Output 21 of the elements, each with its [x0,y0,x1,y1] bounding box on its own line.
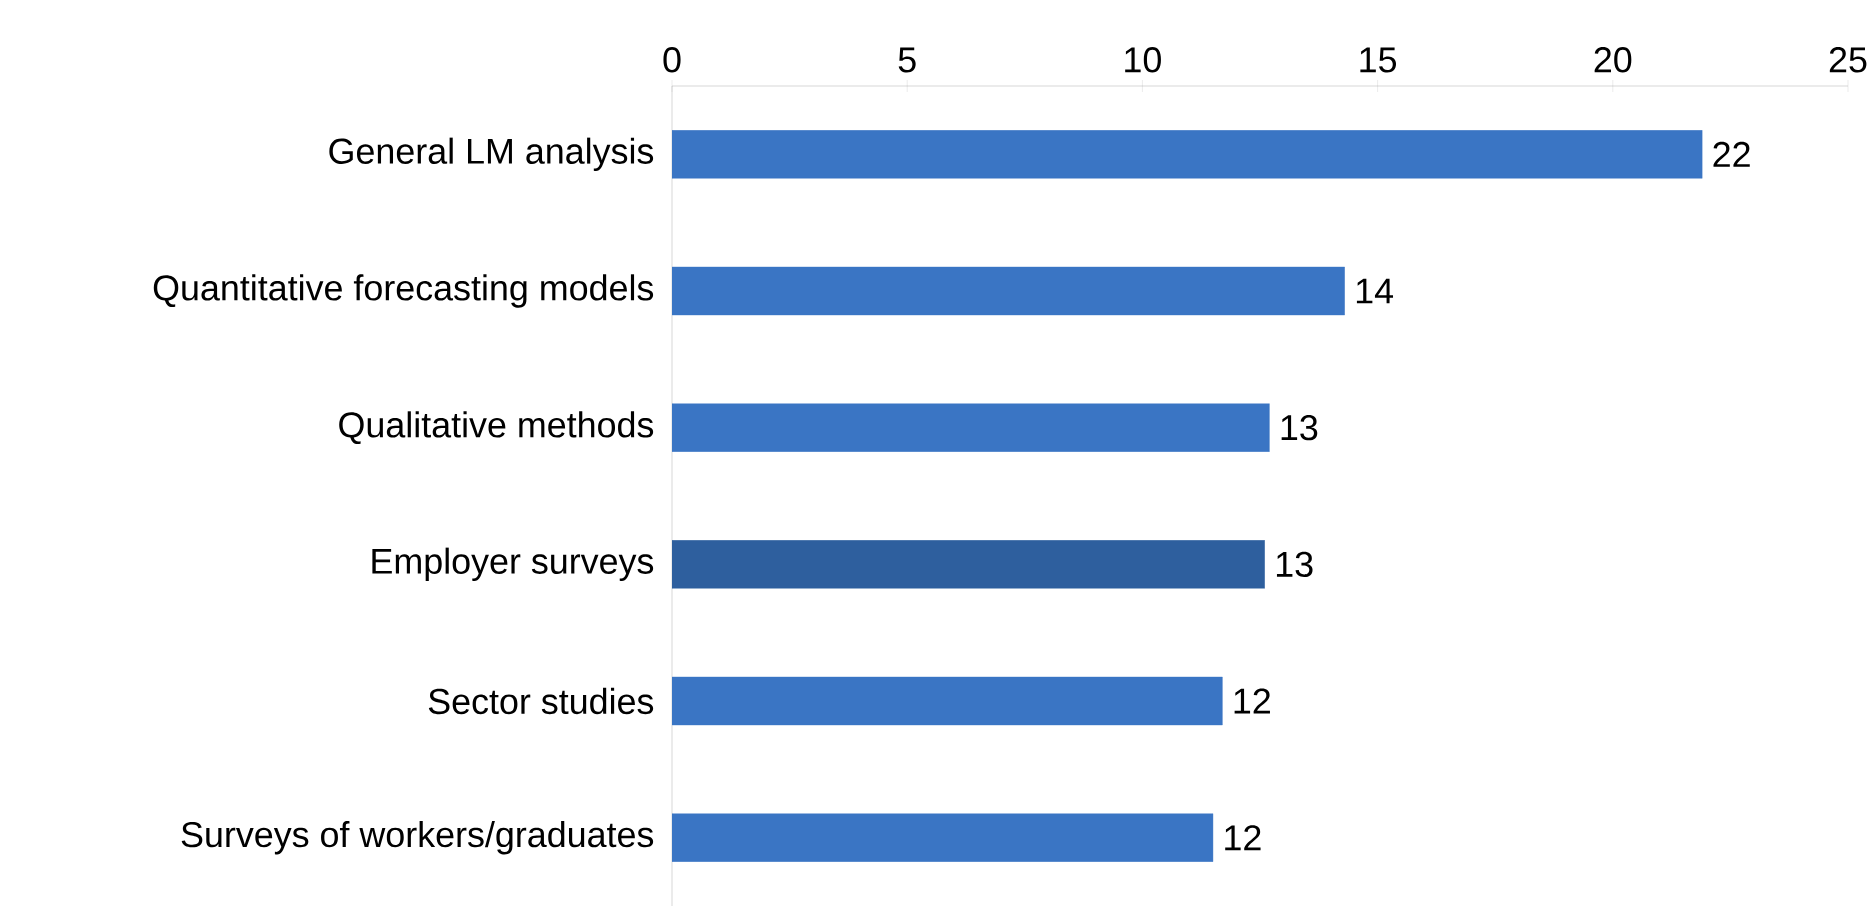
bar [672,403,1270,452]
x-tick-label: 10 [1125,47,1161,73]
x-tick-label: 5 [898,47,916,73]
data-label: 12 [1234,688,1270,714]
data-label: 14 [1356,278,1394,304]
y-tick-label: Employer surveys [372,547,654,582]
bar [672,540,1265,589]
x-tick-label: 25 [1829,47,1867,73]
y-tick-label: Sector studies [428,687,654,715]
x-tick-label: 20 [1594,47,1632,73]
x-tick-label: 0 [663,47,681,73]
y-tick-label: Quantitative forecasting models [153,274,654,308]
bar [672,130,1703,179]
y-tick-label: Qualitative methods [339,411,654,445]
data-label: 12 [1225,825,1261,851]
x-tick-label: 15 [1360,47,1397,73]
data-label: 13 [1276,551,1313,578]
data-label: 22 [1713,141,1750,167]
y-tick-label: Surveys of workers/graduates [181,820,654,855]
data-label: 13 [1281,414,1318,441]
y-tick-label: General LM analysis [329,137,654,172]
